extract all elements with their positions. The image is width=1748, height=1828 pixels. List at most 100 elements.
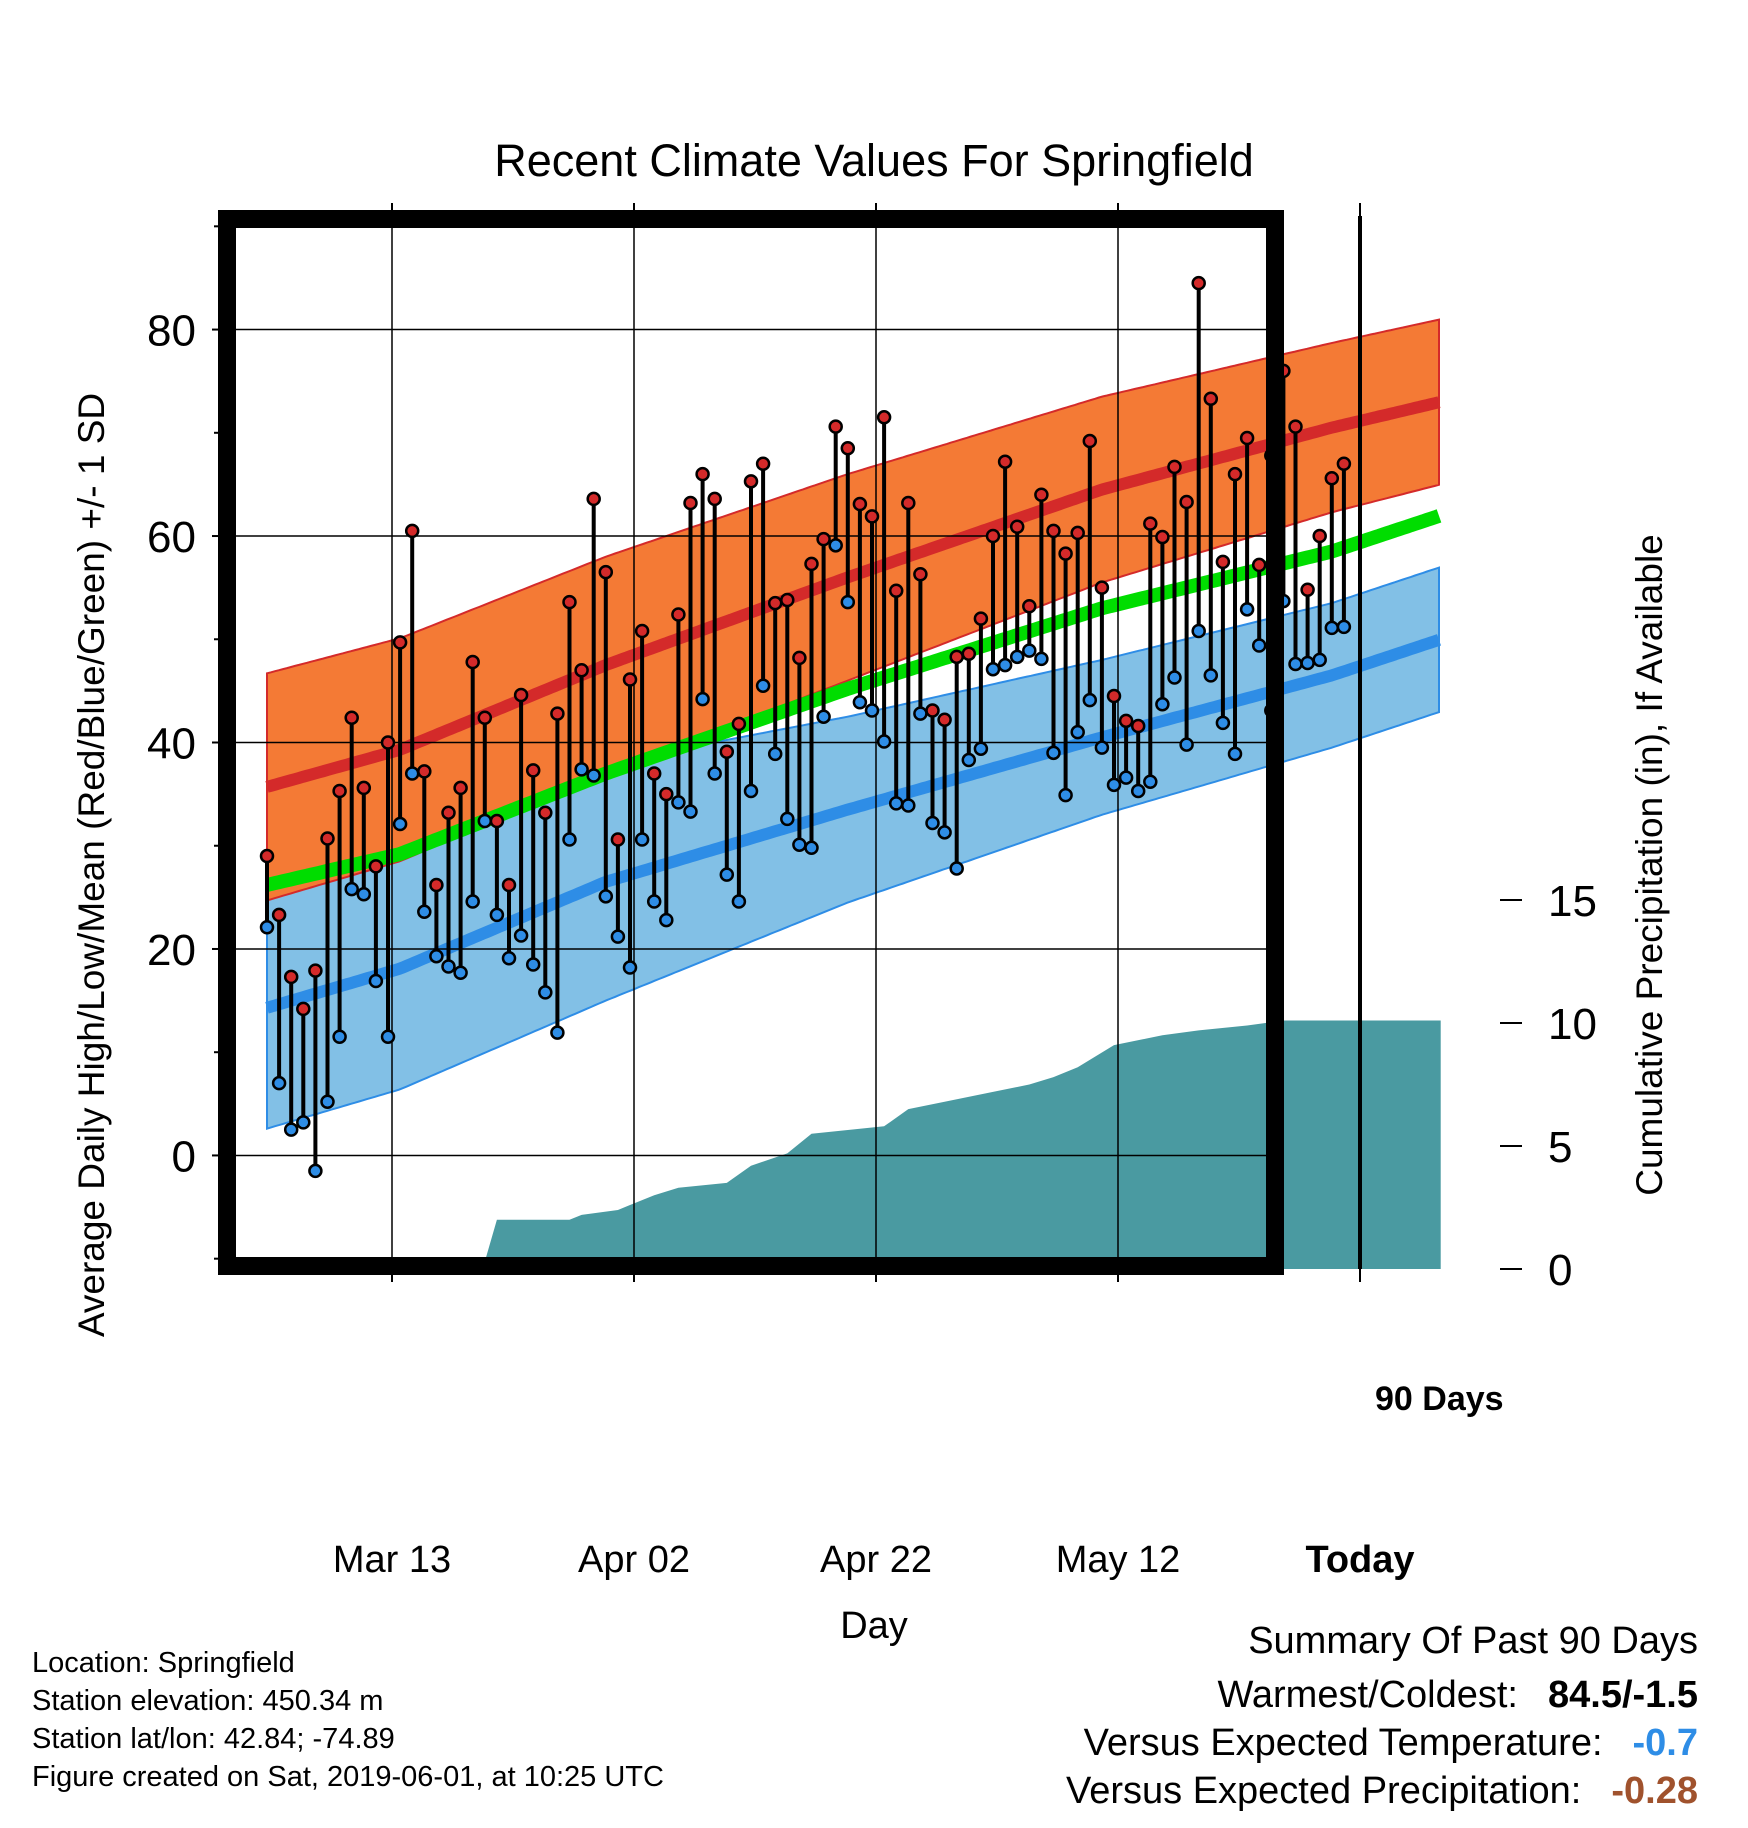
daily-high-point <box>840 441 856 456</box>
daily-high-point <box>1130 718 1146 734</box>
x-tick-label: May 12 <box>1056 1539 1181 1581</box>
daily-high-point <box>719 744 735 760</box>
daily-low-point <box>1215 715 1231 731</box>
daily-low-point <box>465 894 480 909</box>
daily-low-point <box>634 832 650 847</box>
warmest-value: 84.5/-1.5 <box>1548 1674 1698 1716</box>
daily-high-point <box>1312 528 1327 544</box>
daily-high-point <box>1070 525 1085 541</box>
daily-high-point <box>973 611 989 626</box>
daily-high-point <box>525 763 541 778</box>
daily-high-point <box>417 764 432 779</box>
daily-high-point <box>271 907 287 923</box>
daily-low-point <box>271 1075 287 1091</box>
daily-high-point <box>901 495 916 511</box>
daily-low-point <box>804 840 819 856</box>
daily-high-point <box>1179 494 1194 510</box>
daily-high-point <box>1215 554 1231 570</box>
y-tick-label: 20 <box>147 926 196 975</box>
today-label: 90 Days <box>1375 1380 1504 1418</box>
daily-high-point <box>283 969 299 985</box>
daily-high-point <box>695 466 710 482</box>
daily-low-point <box>659 912 674 928</box>
daily-high-point <box>864 509 880 524</box>
daily-high-point <box>828 419 843 434</box>
daily-low-point <box>1167 670 1182 685</box>
daily-low-point <box>707 766 722 781</box>
daily-low-point <box>985 661 1001 677</box>
daily-low-point <box>949 861 964 876</box>
daily-high-point <box>598 564 614 580</box>
summary-warmest: Warmest/Coldest: 84.5/-1.5 <box>1217 1674 1698 1717</box>
daily-low-point <box>973 741 989 756</box>
summary-temp: Versus Expected Temperature: -0.7 <box>1084 1722 1698 1765</box>
daily-high-point <box>804 556 819 572</box>
daily-high-point <box>380 735 396 750</box>
location-text: Location: Springfield <box>32 1647 295 1679</box>
daily-high-point <box>743 474 759 489</box>
station-info: Location: Springfield Station elevation:… <box>32 1644 664 1796</box>
daily-low-point <box>1203 668 1219 683</box>
daily-low-point <box>1300 655 1315 671</box>
daily-low-point <box>1022 643 1037 658</box>
x-tick-label: Apr 22 <box>820 1539 932 1581</box>
daily-low-point <box>574 762 589 777</box>
daily-low-point <box>598 889 614 904</box>
today-marker: 90 Days <box>1358 216 1504 1418</box>
daily-high-point <box>937 712 952 728</box>
y-tick-label: 80 <box>147 307 196 356</box>
daily-high-point <box>876 410 892 425</box>
plot-frame <box>218 210 1284 1275</box>
daily-high-point <box>659 786 674 802</box>
daily-high-point <box>852 496 868 512</box>
created-text: Figure created on Sat, 2019-06-01, at 10… <box>32 1761 664 1793</box>
daily-high-point <box>1203 391 1219 406</box>
x-tick-label: Apr 02 <box>578 1539 690 1581</box>
daily-low-point <box>1251 638 1267 653</box>
daily-high-point <box>1082 433 1098 449</box>
daily-low-point <box>1143 774 1158 789</box>
daily-high-point <box>816 531 831 547</box>
daily-low-point <box>1070 724 1085 740</box>
y-axis-label: Average Daily High/Low/Mean (Red/Blue/Gr… <box>71 393 112 1337</box>
daily-high-point <box>562 594 577 610</box>
daily-low-point <box>1106 777 1122 793</box>
daily-low-point <box>392 816 408 832</box>
daily-high-point <box>622 672 638 687</box>
daily-low-point <box>429 948 444 964</box>
precipitation-fill <box>267 1020 1441 1269</box>
daily-high-point <box>731 716 747 732</box>
daily-low-point <box>1191 623 1206 639</box>
daily-high-point <box>296 1001 311 1017</box>
daily-high-point <box>949 649 964 665</box>
daily-high-point <box>332 783 347 799</box>
daily-low-point <box>913 706 928 721</box>
x-axis-label: Day <box>840 1605 908 1647</box>
daily-high-point <box>707 491 722 507</box>
daily-high-point <box>1118 713 1134 729</box>
temp-label: Versus Expected Temperature: <box>1083 1722 1603 1764</box>
daily-low-point <box>283 1122 299 1137</box>
y2-tick-label: 0 <box>1548 1246 1572 1295</box>
daily-low-point <box>477 813 493 829</box>
daily-low-point <box>1336 619 1352 635</box>
daily-low-point <box>1130 783 1146 799</box>
plot-border <box>218 210 1284 1275</box>
daily-low-point <box>876 734 892 749</box>
daily-high-point <box>429 877 444 893</box>
daily-low-point <box>622 960 638 975</box>
daily-high-point <box>1324 470 1340 486</box>
daily-high-point <box>1046 523 1061 539</box>
daily-low-point <box>441 959 456 974</box>
daily-low-point <box>586 768 601 783</box>
daily-low-point <box>864 703 880 718</box>
daily-high-point <box>1167 459 1182 475</box>
x-tick-label: Today <box>1305 1539 1414 1581</box>
daily-high-point <box>501 877 517 893</box>
daily-low-point <box>610 929 626 944</box>
daily-high-point <box>1300 582 1315 597</box>
daily-low-point <box>961 752 977 768</box>
chart-title: Recent Climate Values For Springfield <box>494 135 1254 186</box>
daily-low-point <box>695 691 710 707</box>
daily-low-point <box>997 657 1013 673</box>
